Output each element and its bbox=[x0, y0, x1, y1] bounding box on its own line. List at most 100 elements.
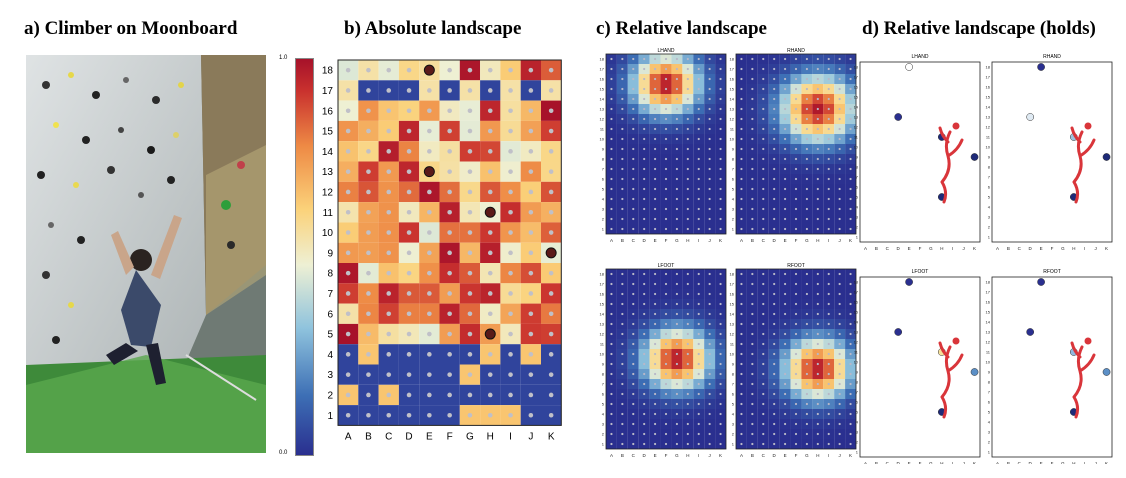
hold-marker bbox=[849, 177, 852, 181]
hold-marker bbox=[621, 207, 624, 211]
hold-marker bbox=[664, 67, 668, 71]
hold-marker bbox=[783, 97, 787, 101]
hold-marker bbox=[805, 167, 809, 171]
hold-marker bbox=[427, 291, 432, 296]
hold-marker bbox=[643, 352, 646, 356]
hold-marker bbox=[816, 392, 819, 396]
hold-marker bbox=[773, 422, 776, 426]
hold-marker bbox=[366, 372, 371, 377]
row-tick-label: 12 bbox=[730, 117, 735, 122]
hold-marker bbox=[686, 332, 689, 336]
hold-marker bbox=[686, 127, 689, 131]
row-tick-label: 3 bbox=[856, 430, 859, 435]
hold-marker bbox=[487, 88, 493, 93]
col-tick-label: G bbox=[1061, 461, 1065, 464]
hold-marker bbox=[610, 382, 613, 386]
hold-marker bbox=[366, 189, 371, 195]
hold-marker bbox=[849, 137, 852, 141]
hold-marker bbox=[664, 292, 668, 296]
hold-marker bbox=[794, 422, 798, 426]
hold-marker bbox=[740, 167, 743, 171]
hold-marker bbox=[467, 67, 473, 73]
hold-marker bbox=[406, 331, 412, 337]
hold-marker bbox=[653, 382, 657, 386]
col-tick-label: F bbox=[919, 461, 922, 464]
col-tick-label: C bbox=[385, 431, 392, 442]
hold-marker bbox=[548, 372, 554, 377]
hold-marker bbox=[653, 282, 657, 286]
hold-marker bbox=[751, 137, 754, 141]
hold-marker bbox=[719, 402, 722, 406]
hold-marker bbox=[816, 432, 819, 436]
hold-marker bbox=[838, 157, 841, 161]
hold-marker bbox=[664, 342, 668, 346]
row-tick-label: 2 bbox=[856, 225, 859, 230]
hold-marker bbox=[610, 402, 613, 406]
hold-marker bbox=[366, 209, 371, 215]
hold-marker bbox=[487, 128, 493, 134]
hold-marker bbox=[783, 67, 787, 71]
hold-marker bbox=[548, 352, 554, 357]
hold-marker bbox=[697, 402, 700, 406]
hold-marker bbox=[719, 187, 722, 191]
hold-marker bbox=[427, 270, 432, 276]
hold-marker bbox=[345, 412, 351, 418]
row-tick-label: 5 bbox=[327, 330, 333, 341]
hold-marker bbox=[675, 187, 679, 191]
hold-marker bbox=[751, 302, 754, 306]
hold-marker bbox=[773, 322, 776, 326]
row-tick-label: 8 bbox=[602, 372, 605, 377]
hold-marker bbox=[719, 322, 722, 326]
hold-marker bbox=[783, 362, 787, 366]
col-tick-label: K bbox=[849, 453, 852, 458]
hold-marker bbox=[697, 207, 700, 211]
hold-marker bbox=[740, 322, 743, 326]
hold-marker bbox=[805, 382, 809, 386]
row-tick-label: 1 bbox=[732, 227, 735, 232]
hold-marker bbox=[447, 250, 452, 256]
panel-b-title: b) Absolute landscape bbox=[344, 18, 522, 39]
hold-marker bbox=[719, 272, 722, 276]
hold-marker bbox=[643, 187, 646, 191]
row-tick-label: 4 bbox=[732, 412, 735, 417]
hold-marker bbox=[621, 187, 624, 191]
hold-marker bbox=[805, 282, 809, 286]
hold-marker bbox=[528, 412, 534, 418]
hold-marker bbox=[386, 372, 392, 377]
hold-marker bbox=[406, 291, 412, 296]
hold-marker bbox=[345, 331, 351, 337]
hold-marker bbox=[849, 227, 852, 231]
hold-marker bbox=[697, 442, 700, 446]
row-tick-label: 14 bbox=[730, 97, 735, 102]
hold-marker bbox=[849, 117, 852, 121]
hold-marker bbox=[447, 311, 452, 317]
hold-marker bbox=[773, 187, 776, 191]
hold-marker bbox=[849, 372, 852, 376]
hold-marker bbox=[487, 108, 493, 114]
hold-marker bbox=[467, 291, 473, 296]
hold-marker bbox=[805, 87, 809, 91]
col-tick-label: C bbox=[762, 453, 766, 458]
hold-marker bbox=[467, 108, 473, 114]
hold-marker bbox=[621, 432, 624, 436]
hold-marker bbox=[740, 147, 743, 151]
col-tick-label: C bbox=[1018, 246, 1022, 251]
hold-marker bbox=[827, 402, 830, 406]
hold-marker bbox=[827, 87, 830, 91]
hold-marker bbox=[751, 312, 754, 316]
hold-marker bbox=[783, 147, 787, 151]
col-tick-label: J bbox=[839, 453, 841, 458]
hold-marker bbox=[610, 292, 613, 296]
hold-marker bbox=[664, 197, 668, 201]
col-tick-label: B bbox=[875, 461, 878, 464]
hold-marker bbox=[643, 402, 646, 406]
hold-marker bbox=[719, 157, 722, 161]
row-tick-label: 7 bbox=[327, 289, 333, 300]
hold-marker bbox=[827, 292, 830, 296]
hold-marker bbox=[345, 88, 351, 93]
hold-marker bbox=[427, 331, 432, 337]
row-tick-label: 4 bbox=[602, 412, 605, 417]
hold-marker bbox=[783, 57, 787, 61]
hold-marker bbox=[697, 187, 700, 191]
hold-marker bbox=[838, 302, 841, 306]
